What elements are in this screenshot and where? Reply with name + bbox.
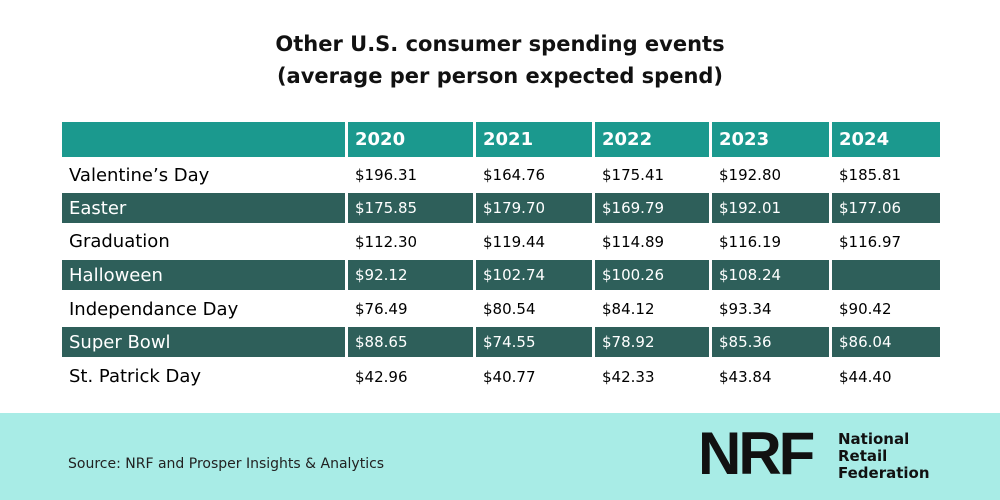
value-cell: $175.85 <box>348 193 473 223</box>
logo-line: Federation <box>838 464 930 482</box>
source: Source: NRF and Prosper Insights & Analy… <box>68 456 385 472</box>
value-cell: $40.77 <box>483 367 536 386</box>
column-header: 2022 <box>595 122 709 157</box>
value-cell: $179.70 <box>476 193 592 223</box>
header-cell <box>62 122 345 157</box>
value-cell: $175.41 <box>602 166 665 184</box>
value-cell: $102.74 <box>476 260 592 290</box>
title-line: Other U.S. consumer spending events <box>275 32 725 56</box>
row-label: Independance Day <box>69 298 239 320</box>
value-cell: $116.19 <box>719 232 782 251</box>
value-cell: $196.31 <box>355 166 418 184</box>
value-cell: $80.54 <box>483 300 536 318</box>
value-cell: $177.06 <box>832 193 940 223</box>
value-cell: $76.49 <box>355 300 408 318</box>
logo-name: National Retail Federation <box>838 431 930 482</box>
value-cell: $42.33 <box>602 367 655 386</box>
logo-mark: NRF <box>698 420 815 487</box>
logo-line: National <box>838 430 910 448</box>
value-cell: $108.24 <box>712 260 829 290</box>
value-cell: $164.76 <box>483 166 546 184</box>
value-cell: $85.36 <box>712 327 829 357</box>
value-cell: $42.96 <box>355 367 408 386</box>
row-label: St. Patrick Day <box>69 366 202 387</box>
value-cell: $86.04 <box>832 327 940 357</box>
value-cell: $44.40 <box>839 367 892 386</box>
value-cell: $92.12 <box>348 260 473 290</box>
value-cell: $116.97 <box>839 232 902 251</box>
value-cell: $169.79 <box>595 193 709 223</box>
value-cell: $114.89 <box>602 232 665 251</box>
value-cell: $192.80 <box>719 166 782 184</box>
title-line: (average per person expected spend) <box>276 64 724 88</box>
value-cell: $90.42 <box>839 300 892 318</box>
value-cell <box>832 260 940 290</box>
column-header: 2024 <box>832 122 940 157</box>
value-cell: $43.84 <box>719 367 772 386</box>
value-cell: $93.34 <box>719 300 772 318</box>
row-label: Halloween <box>62 260 345 290</box>
value-cell: $74.55 <box>476 327 592 357</box>
value-cell: $100.26 <box>595 260 709 290</box>
row-label: Super Bowl <box>62 327 345 357</box>
column-header: 2020 <box>348 122 473 157</box>
value-cell: $185.81 <box>839 166 902 184</box>
value-cell: $78.92 <box>595 327 709 357</box>
row-label: Easter <box>62 193 345 223</box>
logo-line: Retail <box>838 447 888 465</box>
value-cell: $88.65 <box>348 327 473 357</box>
row-label: Valentine’s Day <box>69 164 210 186</box>
value-cell: $112.30 <box>355 232 418 251</box>
value-cell: $192.01 <box>712 193 829 223</box>
value-cell: $84.12 <box>602 300 655 318</box>
row-label: Graduation <box>69 231 170 252</box>
footer: Source: NRF and Prosper Insights & Analy… <box>0 413 1000 500</box>
value-cell: $119.44 <box>483 232 546 251</box>
column-header: 2021 <box>476 122 592 157</box>
column-header: 2023 <box>712 122 829 157</box>
